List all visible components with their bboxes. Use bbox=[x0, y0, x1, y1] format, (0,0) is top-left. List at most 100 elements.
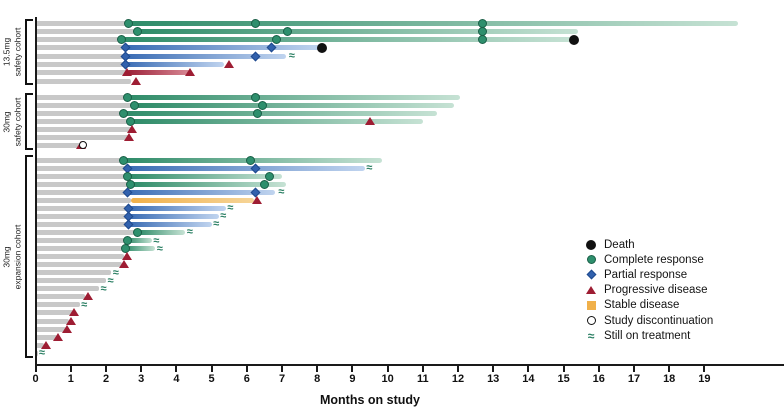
progressive-disease-marker bbox=[122, 68, 133, 77]
progressive-disease-marker bbox=[82, 292, 93, 301]
x-tick-label: 2 bbox=[102, 373, 110, 385]
x-tick bbox=[457, 366, 459, 372]
legend: Death Complete response Partial response Pr… bbox=[584, 237, 713, 343]
pre-treatment-bar bbox=[36, 102, 135, 108]
pre-treatment-bar bbox=[36, 142, 80, 148]
pre-treatment-bar bbox=[36, 262, 122, 268]
treatment-bar-blue bbox=[128, 205, 226, 211]
x-tick-label: 3 bbox=[138, 373, 145, 385]
legend-label-cr: Complete response bbox=[604, 253, 704, 266]
pre-treatment-bar bbox=[36, 173, 128, 179]
pre-treatment-bar bbox=[36, 318, 70, 324]
disc-icon bbox=[584, 316, 598, 326]
complete-response-marker bbox=[245, 155, 255, 165]
cohort-bracket-vertical bbox=[25, 93, 27, 150]
complete-response-marker bbox=[265, 171, 275, 181]
x-tick-label: 16 bbox=[592, 373, 605, 385]
legend-label-arrow: Still on treatment bbox=[604, 329, 691, 342]
treatment-bar-green bbox=[137, 28, 578, 34]
x-tick-label: 13 bbox=[487, 373, 500, 385]
x-tick bbox=[562, 366, 565, 372]
treatment-bar-blue bbox=[128, 213, 219, 219]
cohort-bracket-vertical bbox=[25, 155, 27, 358]
pre-treatment-bar bbox=[36, 157, 124, 163]
treatment-bar-green bbox=[121, 37, 575, 43]
pre-treatment-bar bbox=[36, 213, 129, 219]
still-on-treatment-arrow: ≈ bbox=[366, 162, 373, 175]
still-on-treatment-arrow: ≈ bbox=[156, 242, 163, 255]
death-marker bbox=[317, 42, 328, 53]
progressive-disease-marker bbox=[122, 252, 133, 261]
pre-treatment-bar bbox=[36, 94, 128, 100]
pd-icon bbox=[584, 286, 598, 295]
pre-treatment-bar bbox=[36, 270, 112, 276]
legend-label-death: Death bbox=[604, 238, 635, 251]
cohort-bracket-top bbox=[25, 155, 33, 157]
partial-response-marker bbox=[250, 51, 261, 62]
x-tick-label: 5 bbox=[208, 373, 215, 385]
treatment-bar-green bbox=[125, 246, 156, 252]
progressive-disease-marker bbox=[127, 124, 138, 133]
pre-treatment-bar bbox=[36, 53, 126, 59]
complete-response-marker bbox=[133, 227, 143, 237]
death-marker bbox=[569, 34, 580, 45]
x-tick bbox=[668, 366, 671, 372]
cr-icon bbox=[584, 255, 598, 265]
x-tick bbox=[597, 366, 600, 372]
pre-treatment-bar bbox=[36, 342, 45, 348]
treatment-bar-blue bbox=[128, 221, 212, 227]
complete-response-marker bbox=[119, 155, 129, 165]
pre-treatment-bar bbox=[36, 70, 128, 76]
cohort-label-line1: 13.5mg bbox=[1, 37, 12, 67]
study-discontinuation-marker bbox=[79, 141, 88, 149]
complete-response-marker bbox=[251, 18, 261, 28]
still-on-treatment-arrow: ≈ bbox=[227, 202, 234, 215]
complete-response-marker bbox=[119, 108, 129, 118]
pre-treatment-bar bbox=[36, 238, 128, 243]
complete-response-marker bbox=[117, 35, 127, 45]
cohort-label-line2: expansion cohort bbox=[12, 224, 22, 289]
complete-response-marker bbox=[122, 92, 132, 102]
pre-treatment-bar bbox=[36, 221, 129, 227]
x-tick-label: 9 bbox=[349, 373, 356, 385]
x-tick bbox=[316, 366, 319, 372]
x-tick-label: 1 bbox=[67, 373, 74, 385]
progressive-disease-marker bbox=[65, 316, 76, 325]
sd-icon bbox=[584, 300, 598, 310]
progressive-disease-marker bbox=[41, 340, 52, 349]
y-axis-line bbox=[35, 17, 37, 365]
complete-response-marker bbox=[252, 108, 262, 118]
legend-label-pr: Partial response bbox=[604, 268, 688, 281]
pre-treatment-bar bbox=[36, 286, 99, 292]
legend-item-death: Death bbox=[584, 237, 713, 252]
cohort-bracket-bottom bbox=[25, 83, 33, 85]
pre-treatment-bar bbox=[36, 165, 128, 171]
progressive-disease-marker bbox=[130, 76, 141, 85]
cohort-label-line1: 30mg bbox=[1, 110, 12, 133]
complete-response-marker bbox=[133, 26, 143, 36]
cohort-label: 13.5mg safety cohort bbox=[1, 28, 22, 77]
treatment-bar-red bbox=[127, 70, 191, 76]
pre-treatment-bar bbox=[36, 62, 126, 67]
cohort-label-line2: safety cohort bbox=[12, 97, 22, 146]
partial-response-marker bbox=[122, 187, 133, 198]
treatment-bar-blue bbox=[127, 189, 275, 195]
arrow-icon: ≈ bbox=[587, 328, 595, 343]
x-tick-label: 10 bbox=[381, 373, 394, 385]
pre-treatment-bar bbox=[36, 45, 126, 51]
x-tick-label: 7 bbox=[278, 373, 286, 385]
pre-treatment-bar bbox=[36, 189, 128, 195]
progressive-disease-marker bbox=[365, 116, 375, 125]
x-tick bbox=[210, 366, 213, 372]
x-tick bbox=[492, 366, 495, 372]
legend-label-sd: Stable disease bbox=[604, 299, 680, 312]
treatment-bar-blue bbox=[127, 165, 365, 171]
legend-label-disc: Study discontinuation bbox=[604, 314, 714, 327]
pre-treatment-bar bbox=[36, 20, 129, 26]
pre-treatment-bar bbox=[36, 110, 124, 116]
x-tick-label: 8 bbox=[314, 373, 321, 385]
still-on-treatment-arrow: ≈ bbox=[186, 226, 193, 239]
partial-response-marker bbox=[123, 219, 134, 230]
pre-treatment-bar bbox=[36, 246, 126, 252]
legend-item-cr: Complete response bbox=[584, 252, 713, 267]
